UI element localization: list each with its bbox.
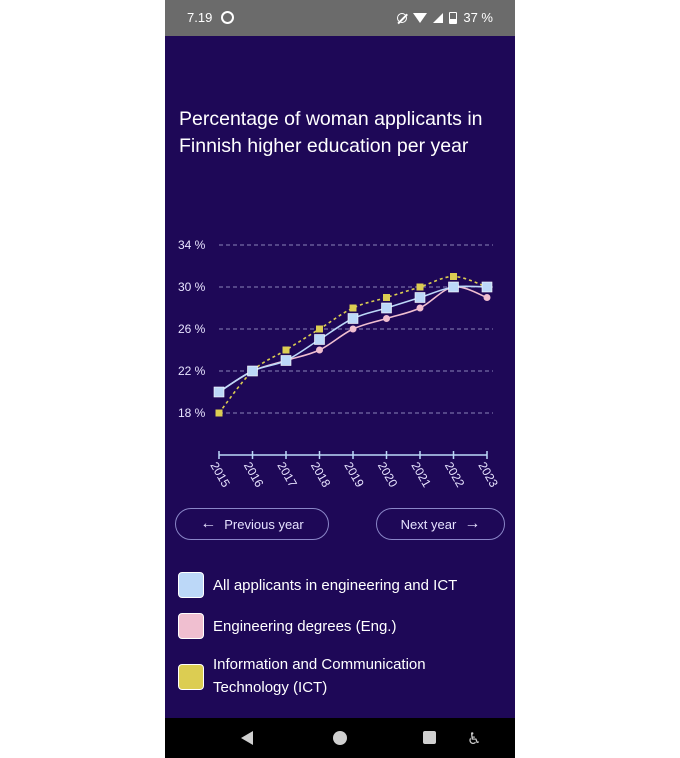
x-tick-label: 2017 (274, 460, 300, 490)
point-ict (416, 283, 424, 291)
previous-year-label: Previous year (224, 516, 304, 532)
x-tick-label: 2022 (442, 460, 468, 490)
x-tick-label: 2021 (408, 460, 434, 490)
point-all (381, 302, 392, 314)
point-eng (416, 304, 424, 312)
x-tick-label: 2015 (207, 460, 233, 490)
recents-icon[interactable] (423, 731, 436, 744)
point-ict (450, 273, 457, 280)
point-all (213, 386, 225, 398)
y-tick-label: 26 % (178, 322, 206, 336)
point-all (247, 365, 258, 377)
line-chart: 18 % 22 % 26 % 30 % 34 % 2015 2016 2017 2018 2019… (178, 238, 501, 490)
back-icon[interactable] (241, 731, 253, 745)
series-line-all (218, 285, 488, 393)
next-year-label: Next year (400, 516, 457, 532)
x-tick-label: 2020 (375, 460, 401, 490)
point-ict (383, 294, 390, 301)
series-line-eng (218, 286, 488, 393)
series-line-ict (218, 275, 488, 414)
chart-title: Percentage of woman applicants in Finnis… (179, 108, 483, 157)
point-ict (349, 304, 357, 312)
status-bar: 7.19 37 % (165, 0, 515, 36)
point-ict (282, 346, 290, 354)
status-icons: 37 % (397, 10, 493, 25)
point-ict (215, 409, 223, 417)
legend-label-eng: Engineering degrees (Eng.) (213, 618, 397, 635)
x-tick-label: 2016 (241, 460, 267, 490)
arrow-left-icon: ← (200, 515, 217, 532)
point-eng (316, 346, 323, 354)
mute-icon (397, 12, 408, 23)
wifi-icon (413, 12, 428, 23)
y-tick-label: 22 % (178, 364, 206, 378)
previous-year-button[interactable]: ← Previous year (175, 508, 329, 540)
phone-screen: 7.19 37 % Percentage of woman applicants… (165, 0, 515, 758)
point-all (414, 292, 426, 303)
y-tick-label: 30 % (178, 280, 206, 294)
point-all (347, 313, 359, 324)
legend-item-engineering: Engineering degrees (Eng.) (178, 613, 493, 639)
legend-item-ict: Information and Communication Technology… (178, 653, 493, 699)
point-all (448, 281, 459, 293)
legend-swatch-eng (178, 613, 204, 639)
legend-swatch-all (178, 572, 204, 598)
arrow-right-icon: → (464, 515, 481, 532)
x-tick-label: 2023 (475, 460, 501, 490)
next-year-button[interactable]: Next year → (376, 508, 505, 540)
legend-label-all: All applicants in engineering and ICT (213, 577, 458, 594)
x-tick-label: 2018 (308, 460, 334, 490)
accessibility-icon[interactable]: ♿ (467, 731, 482, 748)
point-eng (383, 315, 390, 322)
point-eng (349, 325, 357, 333)
battery-percentage: 37 % (463, 10, 493, 25)
home-icon[interactable] (333, 731, 347, 745)
legend-label-ict: Information and Communication Technology… (213, 656, 426, 696)
legend-swatch-ict (178, 664, 204, 690)
y-tick-label: 18 % (178, 406, 206, 420)
system-navigation-bar: ♿ (165, 718, 515, 758)
point-all (280, 355, 292, 366)
legend-item-all-applicants: All applicants in engineering and ICT (178, 572, 493, 598)
point-all (481, 281, 493, 293)
point-ict (316, 325, 323, 333)
y-tick-label: 34 % (178, 238, 206, 252)
point-eng (483, 294, 491, 301)
status-time: 7.19 (187, 10, 213, 25)
x-tick-label: 2019 (341, 460, 367, 490)
point-all (314, 334, 325, 345)
battery-icon (449, 11, 458, 24)
notification-icon (221, 11, 234, 24)
signal-icon (433, 12, 444, 23)
